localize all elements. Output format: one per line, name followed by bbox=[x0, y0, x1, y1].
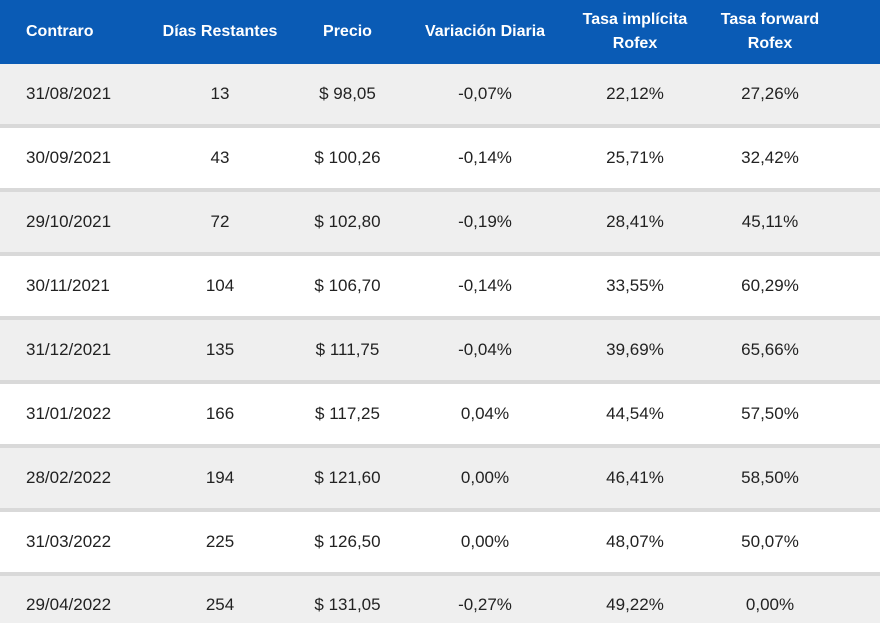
header-precio: Precio bbox=[323, 23, 372, 40]
cell-tasa-forward: 27,26% bbox=[741, 84, 799, 103]
table-row: 31/03/2022 225 $ 126,50 0,00% 48,07% 50,… bbox=[0, 512, 880, 576]
cell-tasa-implicita: 49,22% bbox=[606, 594, 664, 614]
table-row: 31/01/2022 166 $ 117,25 0,04% 44,54% 57,… bbox=[0, 384, 880, 448]
cell-variacion: -0,19% bbox=[458, 212, 512, 231]
cell-precio: $ 102,80 bbox=[314, 212, 381, 231]
cell-dias: 104 bbox=[205, 276, 235, 295]
header-tasa-implicita: Tasa implícita Rofex bbox=[582, 11, 688, 52]
cell-tasa-forward: 58,50% bbox=[741, 468, 799, 487]
cell-tasa-implicita: 28,41% bbox=[606, 212, 664, 231]
table-row: 31/12/2021 135 $ 111,75 -0,04% 39,69% 65… bbox=[0, 320, 880, 384]
cell-tasa-implicita: 39,69% bbox=[606, 340, 664, 359]
cell-variacion: 0,04% bbox=[460, 404, 510, 423]
cell-contrato: 29/10/2021 bbox=[26, 212, 112, 231]
cell-tasa-implicita: 44,54% bbox=[606, 404, 664, 423]
cell-contrato: 29/04/2022 bbox=[26, 594, 112, 614]
header-tasa-forward: Tasa forward Rofex bbox=[720, 11, 820, 52]
cell-tasa-forward: 0,00% bbox=[745, 594, 795, 614]
table-row: 30/09/2021 43 $ 100,26 -0,14% 25,71% 32,… bbox=[0, 128, 880, 192]
cell-tasa-forward: 60,29% bbox=[741, 276, 799, 295]
cell-precio: $ 117,25 bbox=[315, 404, 380, 423]
cell-precio: $ 98,05 bbox=[319, 84, 376, 103]
cell-variacion: -0,27% bbox=[458, 594, 512, 614]
cell-dias: 166 bbox=[205, 404, 235, 423]
cell-variacion: 0,00% bbox=[460, 468, 510, 487]
cell-precio: $ 121,60 bbox=[314, 468, 381, 487]
table-row: 29/04/2022 254 $ 131,05 -0,27% 49,22% 0,… bbox=[0, 576, 880, 623]
cell-precio: $ 106,70 bbox=[314, 276, 381, 295]
table-header: Contraro Días Restantes Precio Variación… bbox=[0, 0, 880, 64]
cell-contrato: 30/11/2021 bbox=[26, 276, 110, 295]
cell-tasa-forward: 45,11% bbox=[741, 212, 799, 231]
cell-contrato: 28/02/2022 bbox=[26, 468, 112, 487]
cell-dias: 225 bbox=[205, 532, 235, 551]
cell-dias: 43 bbox=[210, 148, 230, 167]
cell-contrato: 30/09/2021 bbox=[26, 148, 112, 167]
table-row: 29/10/2021 72 $ 102,80 -0,19% 28,41% 45,… bbox=[0, 192, 880, 256]
header-variacion-diaria: Variación Diaria bbox=[424, 23, 546, 40]
cell-tasa-forward: 65,66% bbox=[741, 340, 799, 359]
header-contrato: Contraro bbox=[26, 23, 94, 40]
cell-dias: 135 bbox=[205, 340, 235, 359]
cell-tasa-forward: 50,07% bbox=[741, 532, 799, 551]
cell-contrato: 31/01/2022 bbox=[26, 404, 112, 423]
cell-variacion: 0,00% bbox=[460, 532, 510, 551]
table-row: 31/08/2021 13 $ 98,05 -0,07% 22,12% 27,2… bbox=[0, 64, 880, 128]
cell-contrato: 31/12/2021 bbox=[26, 340, 112, 359]
cell-precio: $ 111,75 bbox=[315, 340, 380, 359]
cell-tasa-implicita: 22,12% bbox=[606, 84, 664, 103]
cell-tasa-forward: 57,50% bbox=[741, 404, 799, 423]
cell-tasa-forward: 32,42% bbox=[741, 148, 799, 167]
cell-contrato: 31/08/2021 bbox=[26, 84, 112, 103]
cell-dias: 72 bbox=[210, 212, 230, 231]
cell-precio: $ 126,50 bbox=[314, 532, 381, 551]
header-dias-restantes: Días Restantes bbox=[162, 23, 278, 40]
cell-precio: $ 100,26 bbox=[314, 148, 381, 167]
cell-tasa-implicita: 48,07% bbox=[606, 532, 664, 551]
cell-variacion: -0,07% bbox=[458, 84, 512, 103]
cell-variacion: -0,04% bbox=[458, 340, 512, 359]
cell-tasa-implicita: 33,55% bbox=[606, 276, 664, 295]
cell-precio: $ 131,05 bbox=[314, 594, 381, 614]
cell-contrato: 31/03/2022 bbox=[26, 532, 112, 551]
cell-tasa-implicita: 25,71% bbox=[606, 148, 664, 167]
cell-dias: 13 bbox=[210, 84, 230, 103]
cell-dias: 254 bbox=[205, 594, 235, 614]
table-row: 30/11/2021 104 $ 106,70 -0,14% 33,55% 60… bbox=[0, 256, 880, 320]
table-row: 28/02/2022 194 $ 121,60 0,00% 46,41% 58,… bbox=[0, 448, 880, 512]
cell-tasa-implicita: 46,41% bbox=[606, 468, 664, 487]
cell-variacion: -0,14% bbox=[458, 276, 512, 295]
cell-variacion: -0,14% bbox=[458, 148, 512, 167]
cell-dias: 194 bbox=[205, 468, 235, 487]
